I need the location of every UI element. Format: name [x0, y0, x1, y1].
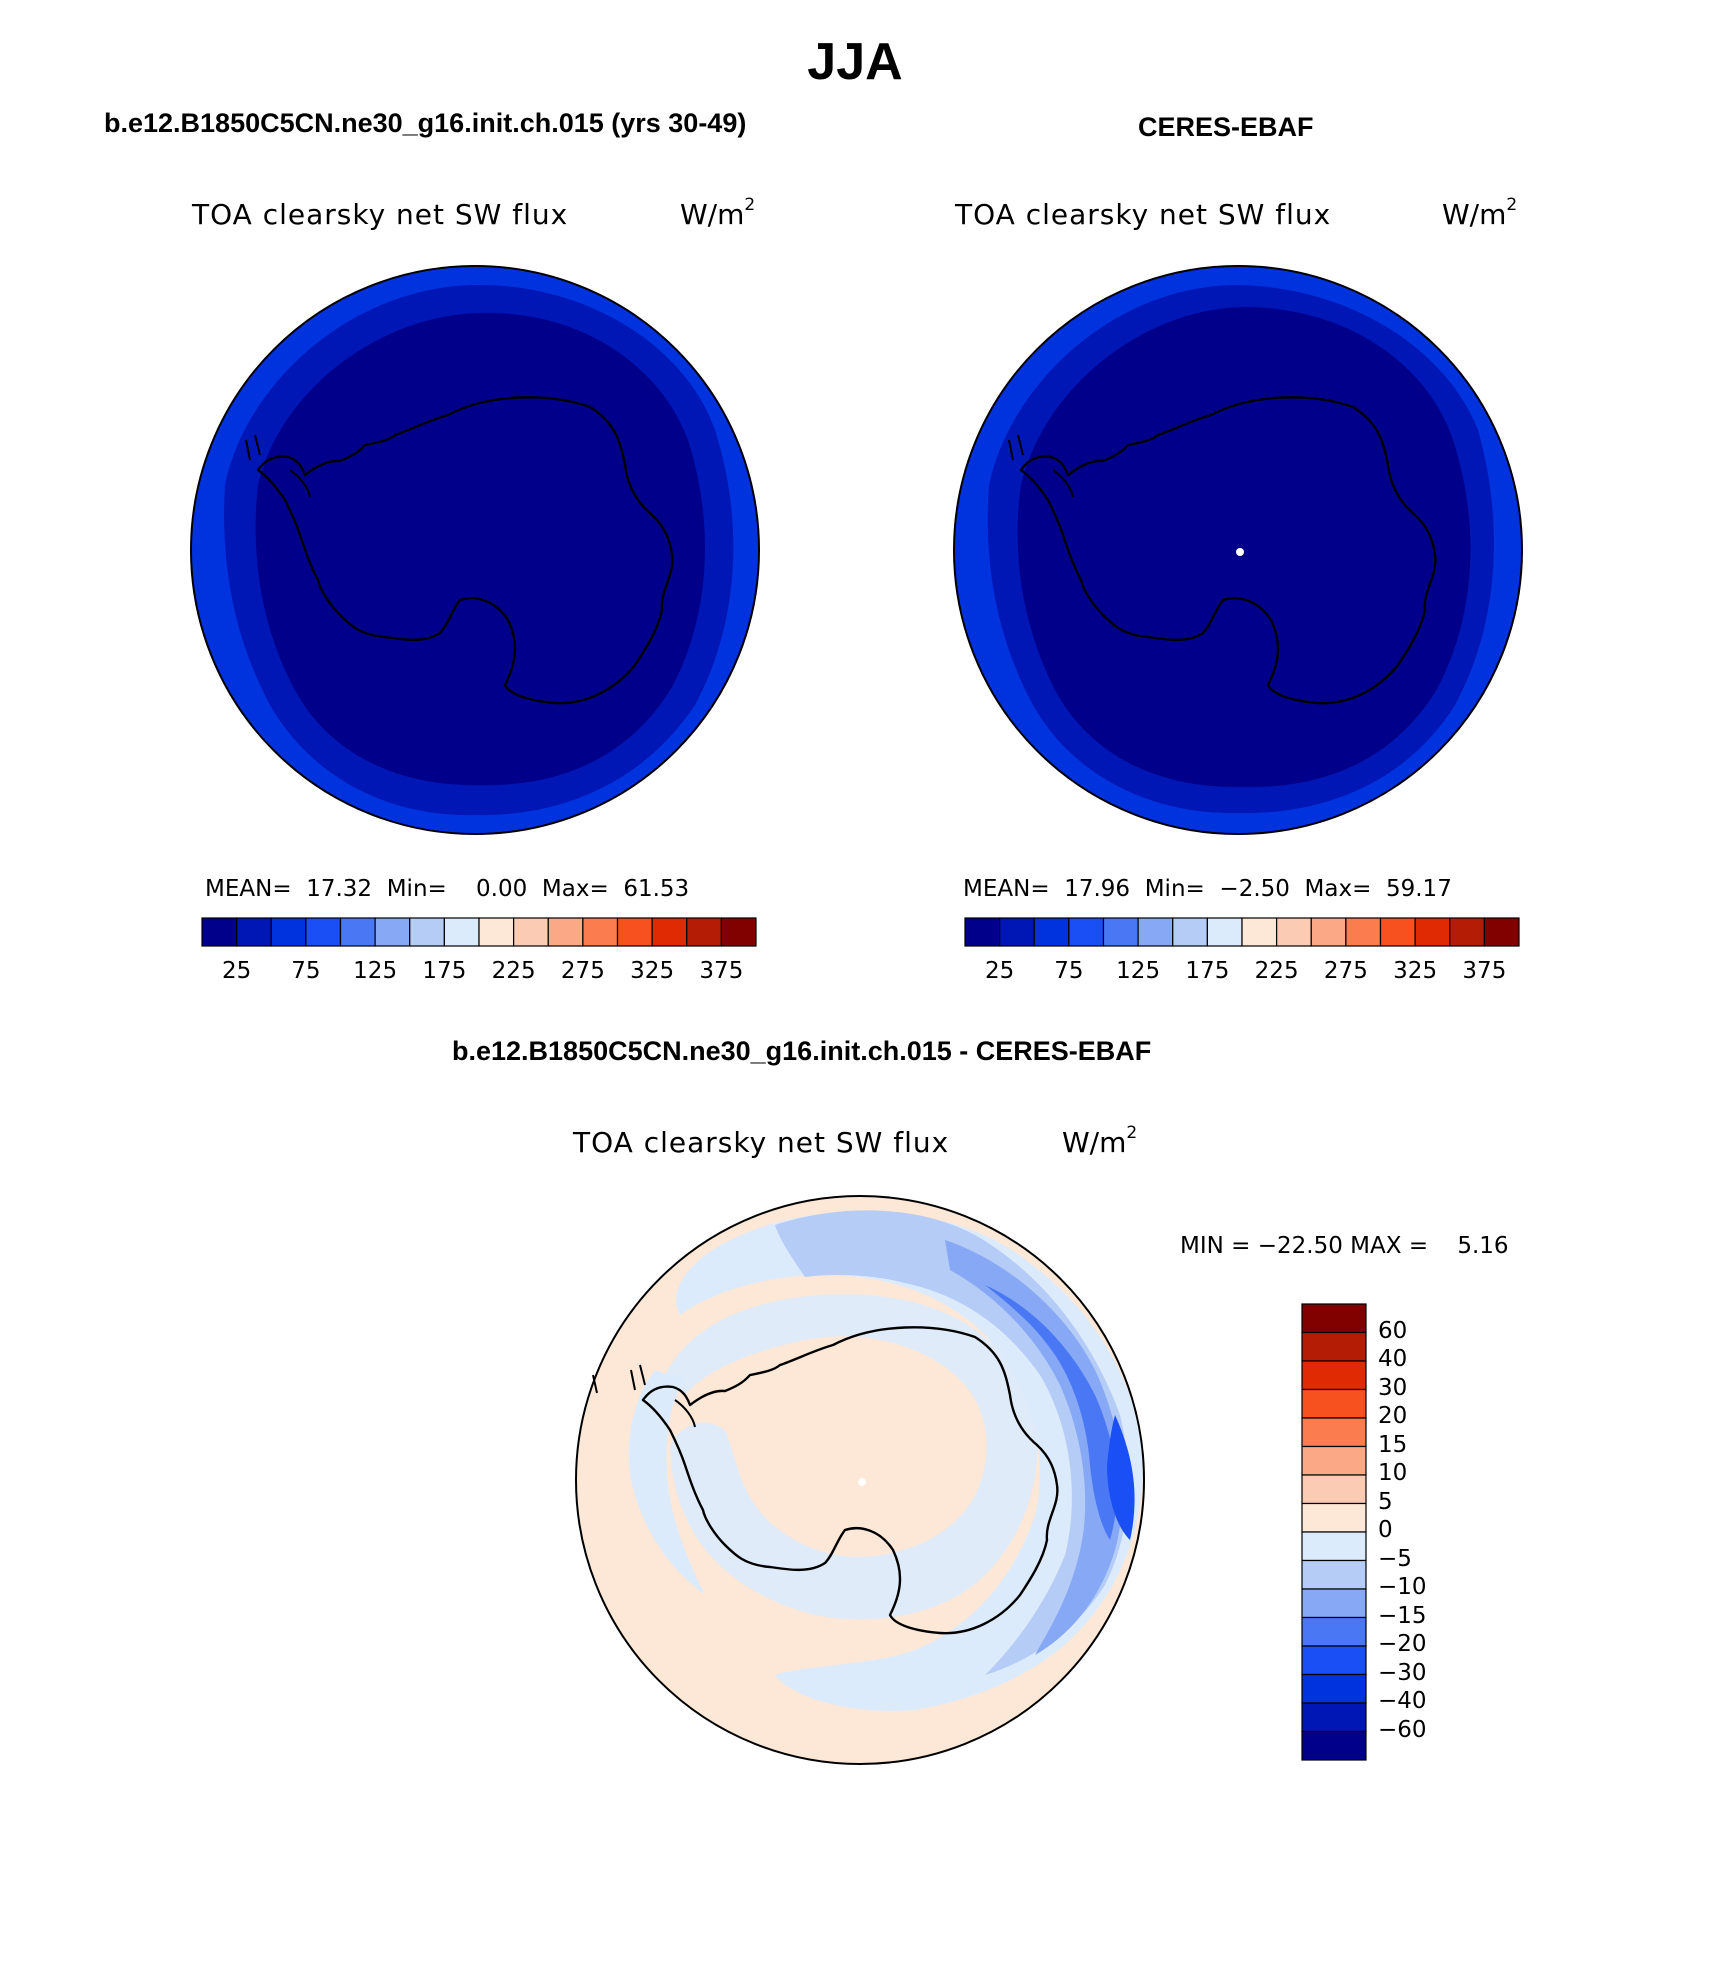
colorbar-swatch — [1301, 1360, 1367, 1391]
colorbar-swatch — [720, 917, 757, 947]
colorbar-swatch — [201, 917, 238, 947]
colorbar-swatch — [1301, 1531, 1367, 1562]
colorbar-swatch — [1241, 917, 1278, 947]
panel-diff-map — [575, 1195, 1145, 1765]
colorbar-tick-label: −20 — [1378, 1631, 1427, 1657]
colorbar-swatch — [1301, 1303, 1367, 1334]
colorbar-tick-label: 375 — [699, 958, 744, 984]
colorbar-swatch — [1276, 917, 1312, 947]
colorbar-swatch — [616, 917, 653, 947]
colorbar-swatch — [1301, 1588, 1367, 1619]
colorbar-swatch — [964, 917, 1001, 947]
colorbar-swatch — [1483, 917, 1520, 947]
colorbar-swatch — [1301, 1502, 1367, 1533]
panel-obs-title: CERES-EBAF — [1138, 112, 1314, 142]
panel-diff-colorbar — [1301, 1303, 1367, 1761]
colorbar-tick-label: 125 — [353, 958, 398, 984]
colorbar-swatch — [999, 917, 1035, 947]
panel-diff-title: b.e12.B1850C5CN.ne30_g16.init.ch.015 - C… — [452, 1036, 1152, 1066]
colorbar-tick-label: 225 — [1254, 958, 1299, 984]
colorbar-tick-label: 325 — [1393, 958, 1438, 984]
panel-model-map — [190, 265, 760, 835]
colorbar-tick-label: −5 — [1378, 1545, 1412, 1572]
colorbar-swatch — [582, 917, 619, 947]
colorbar-swatch — [1301, 1730, 1367, 1761]
colorbar-tick-label: −10 — [1378, 1574, 1427, 1600]
colorbar-swatch — [1102, 917, 1139, 947]
colorbar-swatch — [547, 917, 584, 947]
colorbar-swatch — [1301, 1474, 1367, 1505]
colorbar-swatch — [1301, 1616, 1367, 1647]
colorbar-tick-label: 75 — [1054, 958, 1084, 984]
colorbar-swatch — [270, 917, 307, 947]
colorbar-swatch — [1172, 917, 1208, 947]
colorbar-swatch — [1310, 917, 1347, 947]
colorbar-tick-label: 75 — [291, 958, 321, 984]
panel-obs-stats: MEAN= 17.96 Min= −2.50 Max= 59.17 — [963, 876, 1452, 902]
colorbar-swatch — [236, 917, 272, 947]
colorbar-tick-label: −40 — [1378, 1688, 1427, 1714]
colorbar-tick-label: 175 — [1185, 958, 1230, 984]
colorbar-tick-label: −15 — [1378, 1602, 1427, 1629]
panel-diff-stats: MIN = −22.50 MAX = 5.16 — [1180, 1233, 1509, 1259]
colorbar-tick-label: 125 — [1116, 958, 1161, 984]
colorbar-swatch — [374, 917, 411, 947]
colorbar-tick-label: 40 — [1378, 1346, 1408, 1372]
colorbar-swatch — [1379, 917, 1416, 947]
colorbar-swatch — [1414, 917, 1451, 947]
colorbar-tick-label: 25 — [984, 958, 1015, 984]
colorbar-swatch — [1137, 917, 1174, 947]
colorbar-tick-label: 20 — [1378, 1403, 1408, 1429]
colorbar-tick-label: 0 — [1378, 1517, 1393, 1543]
colorbar-tick-label: 5 — [1378, 1488, 1393, 1515]
colorbar-swatch — [1301, 1445, 1367, 1476]
colorbar-swatch — [1301, 1388, 1367, 1419]
colorbar-tick-label: 10 — [1378, 1460, 1408, 1486]
panel-obs-variable: TOA clearsky net SW flux — [955, 198, 1332, 231]
colorbar-swatch — [1301, 1645, 1367, 1676]
colorbar-tick-label: 30 — [1378, 1374, 1408, 1401]
colorbar-swatch — [305, 917, 342, 947]
colorbar-swatch — [1033, 917, 1070, 947]
colorbar-swatch — [339, 917, 376, 947]
colorbar-tick-label: 325 — [630, 958, 675, 984]
colorbar-tick-label: 15 — [1378, 1431, 1408, 1458]
colorbar-swatch — [513, 917, 549, 947]
colorbar-swatch — [1068, 917, 1105, 947]
colorbar-swatch — [1301, 1702, 1367, 1733]
colorbar-swatch — [1206, 917, 1243, 947]
colorbar-swatch — [1301, 1331, 1367, 1362]
colorbar-swatch — [651, 917, 688, 947]
panel-obs-map — [953, 265, 1523, 835]
colorbar-swatch — [1345, 917, 1382, 947]
colorbar-tick-label: 275 — [1323, 958, 1368, 984]
colorbar-tick-label: −60 — [1378, 1716, 1427, 1743]
colorbar-swatch — [1301, 1559, 1367, 1590]
colorbar-tick-label: 175 — [422, 958, 467, 984]
panel-model-stats: MEAN= 17.32 Min= 0.00 Max= 61.53 — [205, 876, 690, 902]
colorbar-swatch — [686, 917, 722, 947]
colorbar-tick-label: 60 — [1378, 1317, 1408, 1344]
panel-diff-units: W/m2 — [1062, 1122, 1138, 1159]
colorbar-swatch — [478, 917, 515, 947]
colorbar-tick-label: 375 — [1462, 958, 1507, 984]
colorbar-tick-label: 25 — [221, 958, 252, 984]
panel-model-colorbar — [201, 917, 757, 947]
colorbar-swatch — [1449, 917, 1485, 947]
colorbar-tick-label: 275 — [560, 958, 605, 984]
panel-model-units: W/m2 — [680, 194, 756, 231]
colorbar-swatch — [409, 917, 445, 947]
colorbar-swatch — [1301, 1417, 1367, 1448]
panel-diff-variable: TOA clearsky net SW flux — [573, 1126, 950, 1159]
panel-obs-units: W/m2 — [1442, 194, 1518, 231]
colorbar-tick-label: −30 — [1378, 1659, 1427, 1686]
panel-obs-colorbar — [964, 917, 1520, 947]
colorbar-swatch — [443, 917, 480, 947]
panel-model-variable: TOA clearsky net SW flux — [192, 198, 569, 231]
colorbar-tick-label: 225 — [491, 958, 536, 984]
main-title: JJA — [807, 33, 903, 91]
colorbar-swatch — [1301, 1673, 1367, 1704]
panel-model-title: b.e12.B1850C5CN.ne30_g16.init.ch.015 (yr… — [104, 108, 747, 138]
antarctica-coastline — [256, 396, 674, 705]
